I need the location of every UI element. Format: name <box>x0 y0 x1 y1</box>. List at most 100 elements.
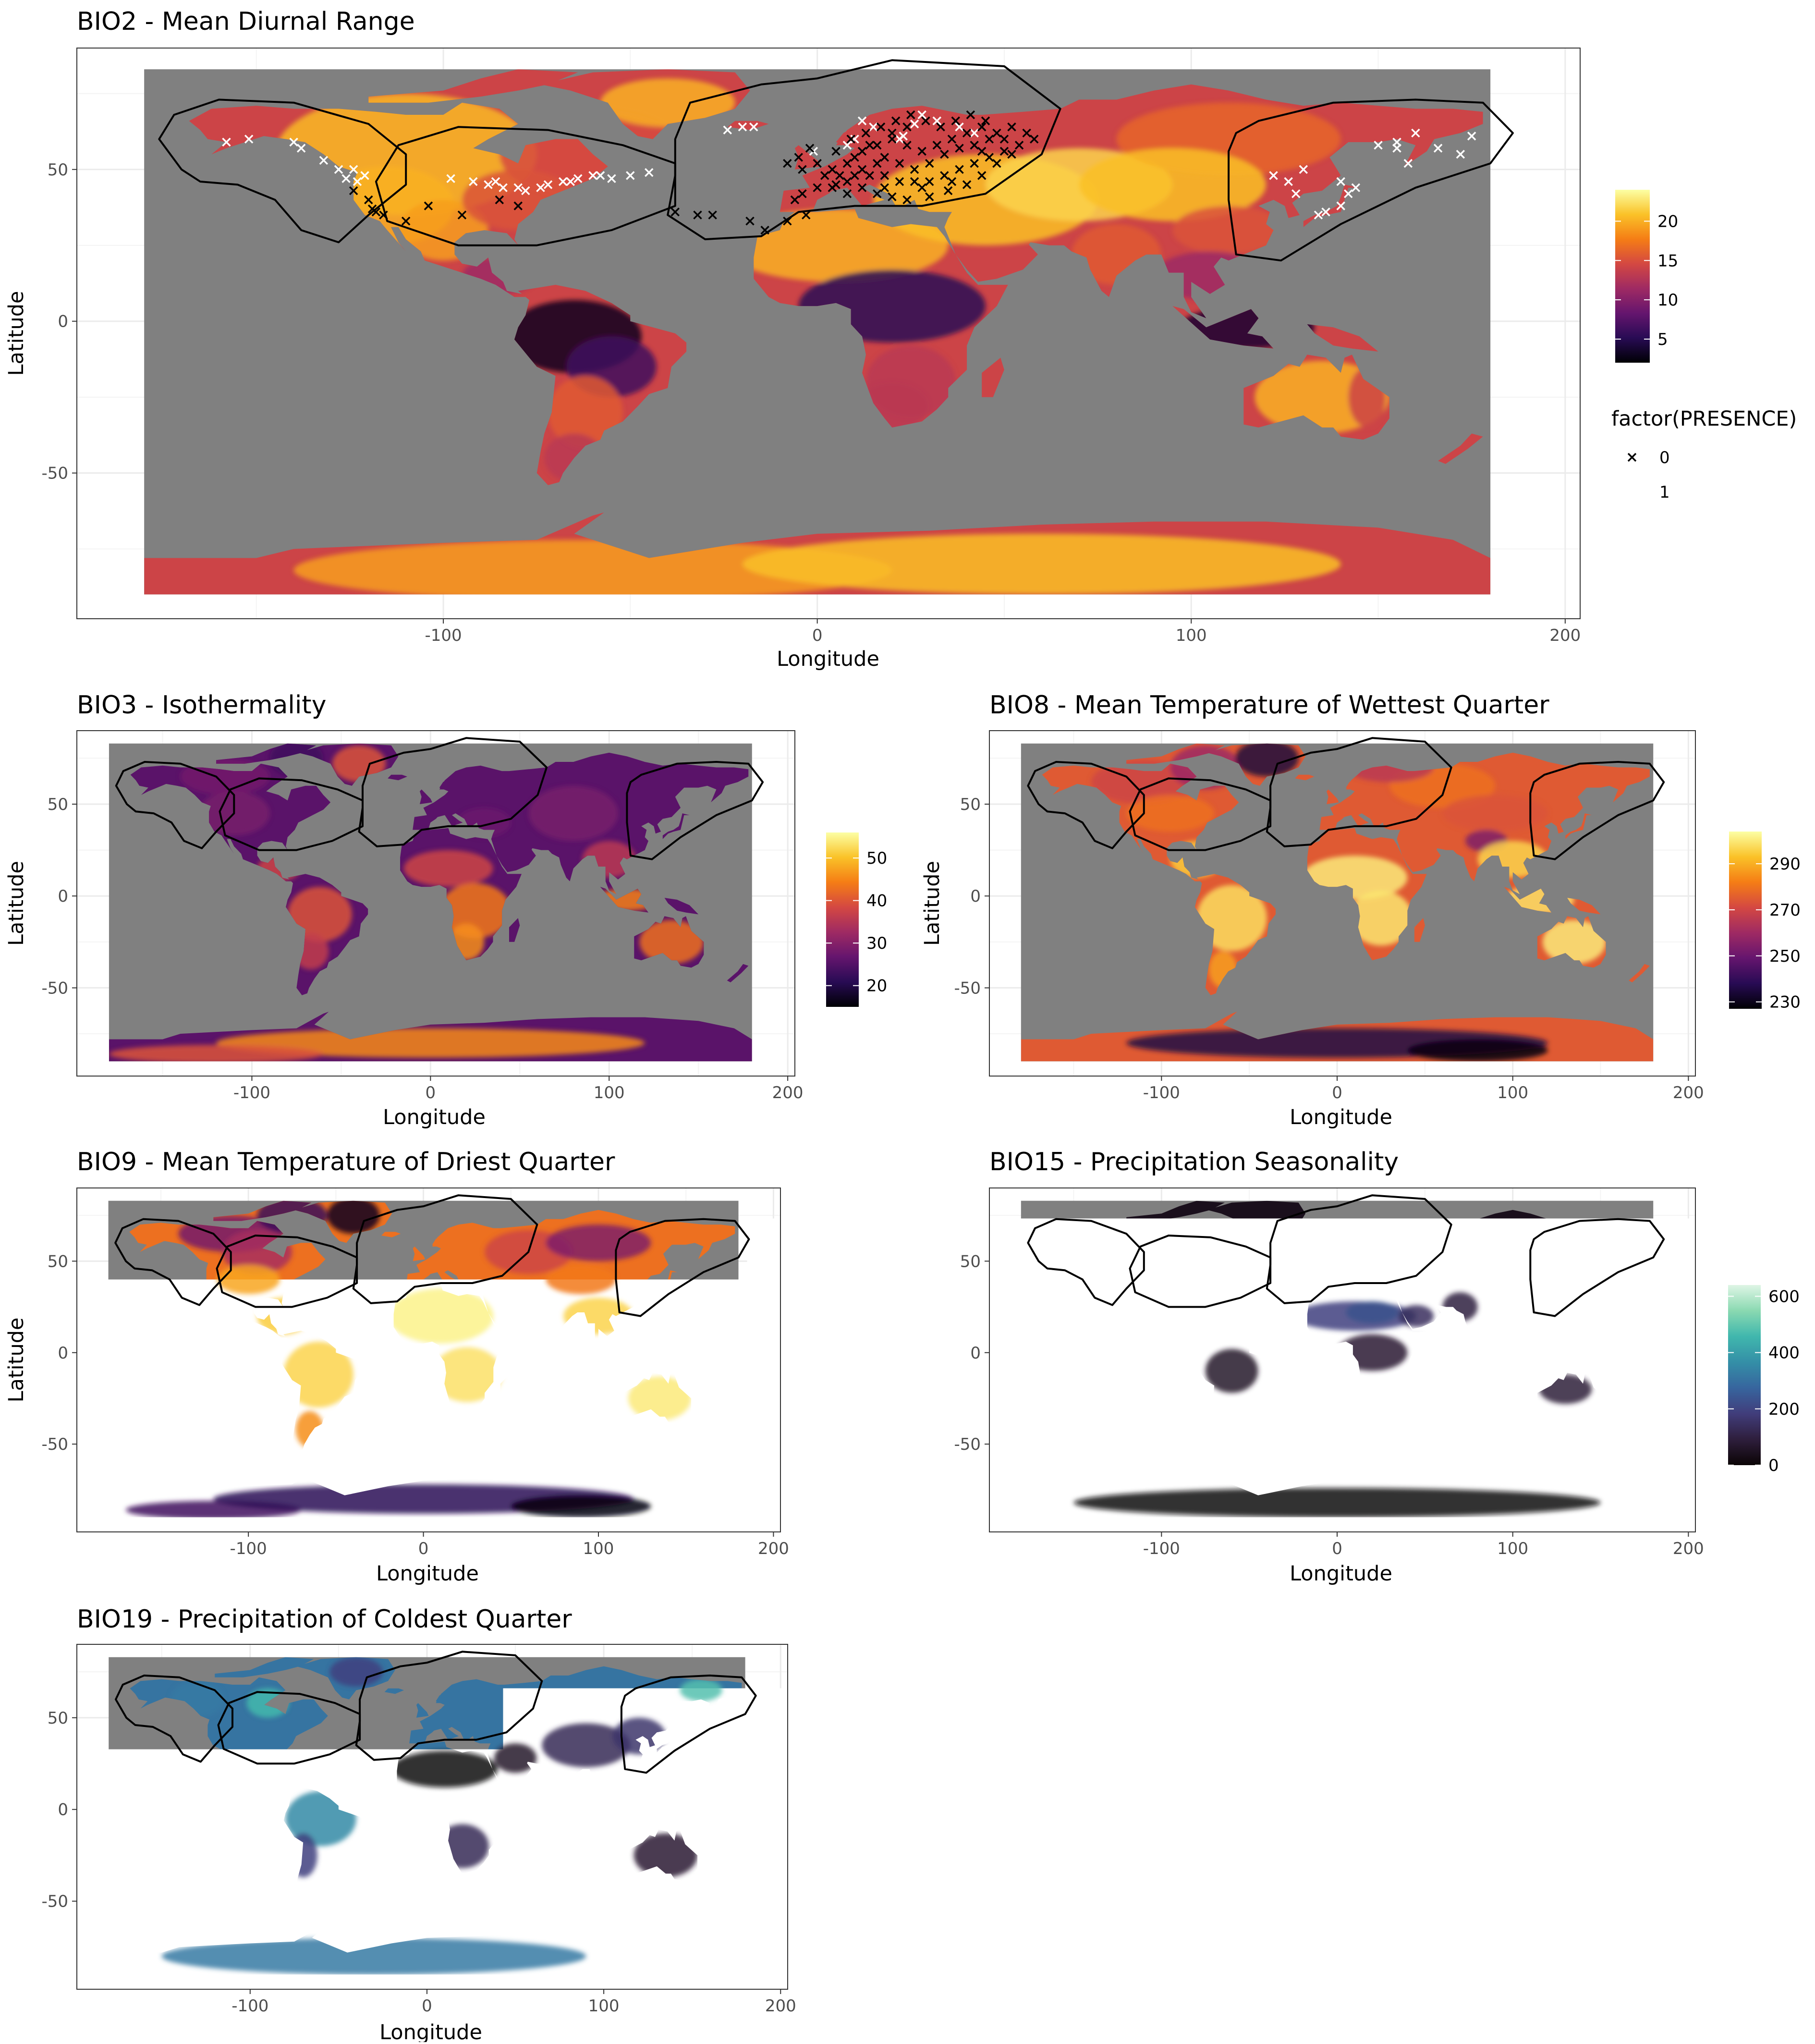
x-tick-label: -100 <box>230 1539 267 1558</box>
x-tick-label: 200 <box>765 1996 796 2016</box>
y-tick-label: -50 <box>954 979 981 998</box>
x-tick-label: 100 <box>1176 626 1207 645</box>
x-tick-label: 0 <box>422 1996 432 2016</box>
x-tick-label: -100 <box>233 1083 270 1102</box>
panel-title: BIO8 - Mean Temperature of Wettest Quart… <box>989 691 1549 720</box>
y-tick-label: 0 <box>970 1344 981 1363</box>
y-tick-label: -50 <box>41 1435 68 1454</box>
x-tick-label: 100 <box>594 1083 625 1102</box>
x-tick-label: 0 <box>1332 1083 1342 1102</box>
color-bar-label: 270 <box>855 1368 887 1387</box>
y-axis-title: Latitude <box>4 1318 28 1403</box>
x-tick-label: 200 <box>1673 1539 1704 1558</box>
color-bar-label: 50 <box>866 849 887 868</box>
x-tick-label: 200 <box>1673 1083 1704 1102</box>
x-tick-label: 100 <box>1497 1539 1528 1558</box>
x-axis-title: Longitude <box>379 2020 482 2042</box>
color-bar-label: 230 <box>1769 993 1801 1012</box>
y-axis-title: Latitude <box>4 861 28 946</box>
panel-title: BIO15 - Precipitation Seasonality <box>989 1148 1399 1176</box>
y-tick-label: -50 <box>41 464 68 483</box>
presence-legend-key <box>1628 488 1636 496</box>
color-bar <box>1728 1285 1761 1465</box>
color-bar-label: 0 <box>1768 1456 1779 1475</box>
y-tick-label: 0 <box>970 887 981 906</box>
y-tick-label: 50 <box>960 1252 981 1271</box>
y-tick-label: -50 <box>41 979 68 998</box>
color-bar-label: 200 <box>1768 1400 1800 1419</box>
color-bar-label: 30 <box>866 934 887 953</box>
x-tick-label: -100 <box>425 626 462 645</box>
color-bar <box>1615 190 1650 363</box>
color-bar-label: 250 <box>1769 947 1801 966</box>
x-axis-title: Longitude <box>1290 1562 1392 1586</box>
presence-legend-title: factor(PRESENCE) <box>1611 407 1797 431</box>
color-bar-label: 230 <box>855 1445 887 1465</box>
color-bar-label: 270 <box>1769 901 1801 920</box>
color-bar-label: 600 <box>1768 1287 1800 1306</box>
x-tick-label: 100 <box>583 1539 614 1558</box>
map-panel-bio9: BIO9 - Mean Temperature of Driest Quarte… <box>4 1148 887 1586</box>
y-tick-label: 50 <box>48 160 68 180</box>
y-tick-label: 0 <box>58 1800 68 1820</box>
x-tick-label: 200 <box>772 1083 804 1102</box>
color-bar-label: 290 <box>1769 855 1801 874</box>
y-tick-label: -50 <box>41 1892 68 1911</box>
map-panel-bio19: BIO19 - Precipitation of Coldest Quarter… <box>4 1605 887 2042</box>
x-tick-label: -100 <box>231 1996 268 2016</box>
presence-legend-key <box>1628 453 1636 461</box>
presence-legend: factor(PRESENCE) 0 1 <box>1611 407 1797 502</box>
y-tick-label: 50 <box>48 1709 68 1728</box>
x-tick-label: 100 <box>588 1996 620 2016</box>
x-tick-label: 200 <box>1549 626 1581 645</box>
y-axis-title: Latitude <box>920 861 944 946</box>
x-tick-label: 0 <box>418 1539 429 1558</box>
color-bar <box>826 832 859 1007</box>
panel-title: BIO9 - Mean Temperature of Driest Quarte… <box>77 1148 615 1176</box>
panel-title: BIO19 - Precipitation of Coldest Quarter <box>77 1605 572 1634</box>
color-bar-label: 5 <box>1657 330 1668 349</box>
y-tick-label: 0 <box>58 887 68 906</box>
x-axis-title: Longitude <box>1290 1105 1392 1129</box>
x-axis-title: Longitude <box>777 647 879 671</box>
map-panel-bio3: BIO3 - Isothermality -100 0 100 200 -50 0 50 Lon… <box>4 691 887 1129</box>
x-tick-label: -100 <box>1143 1539 1180 1558</box>
presence-legend-label: 1 <box>1659 483 1670 502</box>
presence-legend-label: 0 <box>1659 448 1670 467</box>
y-tick-label: 0 <box>58 1344 68 1363</box>
panel-title: BIO2 - Mean Diurnal Range <box>77 7 415 36</box>
y-tick-label: 50 <box>960 795 981 814</box>
y-tick-label: 50 <box>48 1252 68 1271</box>
color-bar-label: 40 <box>866 892 887 911</box>
map-panel-bio15: BIO15 - Precipitation Seasonality -100 0 10… <box>920 1148 1800 1586</box>
color-bar-label: 20 <box>866 977 887 996</box>
y-axis-title: Latitude <box>4 291 28 376</box>
y-tick-label: 0 <box>58 312 68 331</box>
color-bar-label: 290 <box>855 1329 887 1348</box>
map-panel-bio8: BIO8 - Mean Temperature of Wettest Quart… <box>920 691 1801 1129</box>
y-axis-title: Latitude <box>920 1318 944 1403</box>
color-bar <box>819 1745 853 1921</box>
map-panel-bio2: BIO2 - Mean Diurnal Range -100 0 100 200 -50 0… <box>4 7 1678 671</box>
color-bar-label: 15 <box>1657 251 1678 270</box>
x-tick-label: -100 <box>1143 1083 1180 1102</box>
color-bar-label: 310 <box>855 1290 887 1310</box>
color-bar-label: 10 <box>1657 291 1678 310</box>
y-tick-label: 50 <box>48 795 68 814</box>
x-tick-label: 0 <box>426 1083 436 1102</box>
panel-title: BIO3 - Isothermality <box>77 691 326 720</box>
y-axis-title: Latitude <box>4 1775 28 1860</box>
color-bar-label: 20 <box>1657 212 1678 231</box>
x-tick-label: 0 <box>1332 1539 1342 1558</box>
color-bar-label: 400 <box>1768 1344 1800 1363</box>
color-bar-label: 250 <box>855 1407 887 1426</box>
x-axis-title: Longitude <box>383 1105 486 1129</box>
color-bar <box>1729 832 1762 1009</box>
x-tick-label: 100 <box>1497 1083 1528 1102</box>
x-tick-label: 200 <box>758 1539 789 1558</box>
color-bar-label: 1 <box>861 1790 872 1810</box>
x-axis-title: Longitude <box>376 1562 479 1586</box>
y-tick-label: -50 <box>954 1435 981 1454</box>
color-bar-label: 0.5 <box>861 1851 887 1870</box>
